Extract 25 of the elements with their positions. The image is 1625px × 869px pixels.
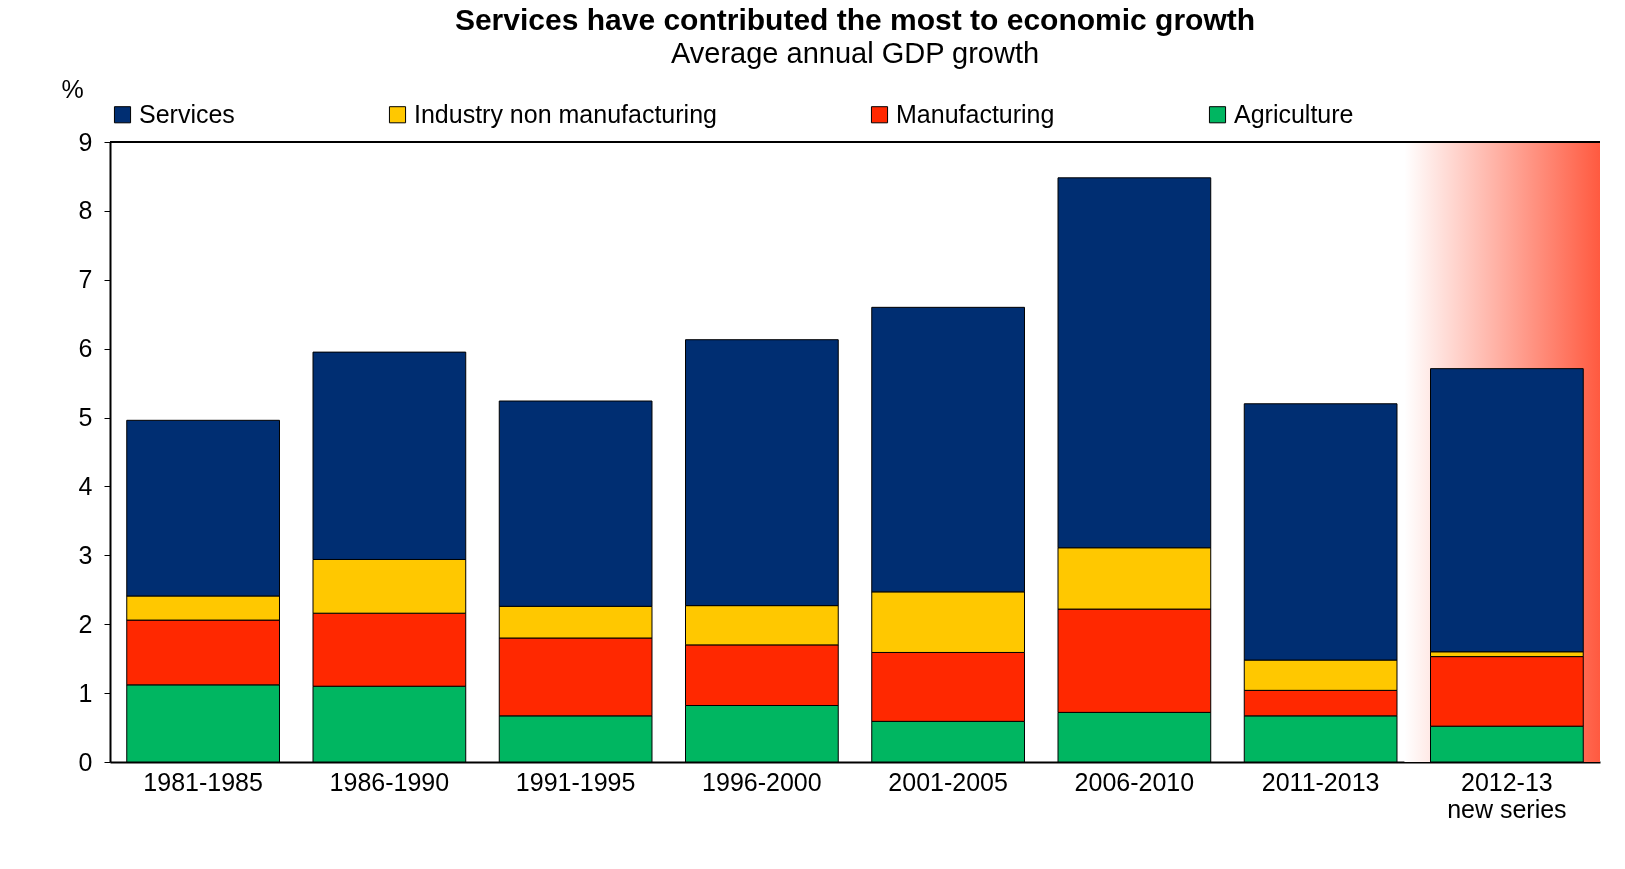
x-tick-label: 1981-1985 — [143, 767, 263, 796]
legend-label: Manufacturing — [896, 99, 1055, 128]
x-tick-label: 2001-2005 — [888, 767, 1008, 796]
y-tick-label: 0 — [78, 747, 93, 776]
x-tick-label: 2011-2013 — [1261, 767, 1380, 796]
legend-label: Services — [139, 99, 235, 128]
y-tick-label: 3 — [78, 540, 93, 569]
chart-subtitle: Average annual GDP growth — [670, 37, 1040, 69]
y-tick-label: 2 — [78, 609, 93, 638]
y-tick-label: 9 — [78, 127, 93, 156]
y-tick-label: 4 — [78, 471, 93, 500]
y-tick-label: 7 — [78, 265, 93, 294]
y-tick-label: 8 — [78, 196, 93, 225]
x-tick-label: 1986-1990 — [329, 767, 450, 796]
y-tick-label: 6 — [78, 334, 93, 363]
x-tick-label: 2012-13 new series — [1447, 767, 1567, 823]
chart-title: Services have contributed the most to economic growth — [454, 3, 1256, 36]
y-tick-label: 5 — [78, 403, 93, 432]
y-tick-label: 1 — [78, 678, 93, 707]
legend-label: Industry non manufacturing — [414, 99, 717, 128]
y-axis-title: % — [61, 74, 84, 103]
legend-label: Agriculture — [1234, 99, 1354, 128]
x-tick-label: 1996-2000 — [702, 767, 822, 796]
x-tick-label: 2006-2010 — [1074, 767, 1195, 796]
x-tick-label: 1991-1995 — [515, 767, 636, 796]
